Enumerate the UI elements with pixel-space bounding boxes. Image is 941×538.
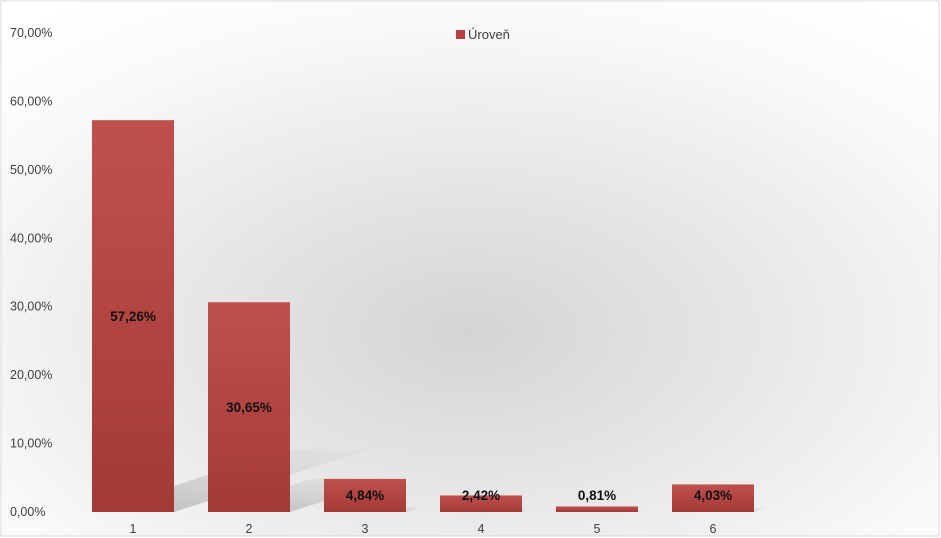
bar-1	[92, 120, 174, 512]
bar-6	[672, 484, 754, 512]
y-tick-label: 50,00%	[10, 163, 52, 177]
y-tick-label: 0,00%	[10, 505, 45, 519]
data-label-4: 2,42%	[462, 488, 500, 503]
y-tick-label: 40,00%	[10, 231, 52, 245]
bars	[92, 120, 754, 512]
y-tick-label: 70,00%	[10, 26, 52, 40]
bar-5	[556, 506, 638, 512]
bar-4	[440, 495, 522, 512]
bar-3	[324, 478, 406, 512]
x-axis: 1 2 3 4 5 6	[130, 522, 717, 536]
data-label-6: 4,03%	[694, 488, 732, 503]
x-tick-label: 4	[478, 522, 485, 536]
data-label-3: 4,84%	[346, 488, 384, 503]
y-tick-label: 60,00%	[10, 94, 52, 108]
x-tick-label: 5	[594, 522, 601, 536]
y-tick-label: 10,00%	[10, 437, 52, 451]
legend: Úroveň	[456, 27, 510, 42]
x-tick-label: 3	[362, 522, 369, 536]
legend-label: Úroveň	[468, 27, 510, 42]
data-label-5: 0,81%	[578, 488, 616, 503]
y-tick-label: 20,00%	[10, 368, 52, 382]
bar-2	[208, 302, 290, 512]
y-tick-label: 30,00%	[10, 300, 52, 314]
x-tick-label: 1	[130, 522, 137, 536]
data-labels: 57,26% 30,65% 4,84% 2,42% 0,81% 4,03%	[110, 309, 732, 503]
x-tick-label: 2	[246, 522, 253, 536]
y-axis: 0,00% 10,00% 20,00% 30,00% 40,00% 50,00% 60,00…	[10, 26, 52, 519]
x-tick-label: 6	[710, 522, 717, 536]
data-label-1: 57,26%	[110, 309, 156, 324]
data-label-2: 30,65%	[226, 400, 272, 415]
legend-swatch	[456, 30, 465, 39]
